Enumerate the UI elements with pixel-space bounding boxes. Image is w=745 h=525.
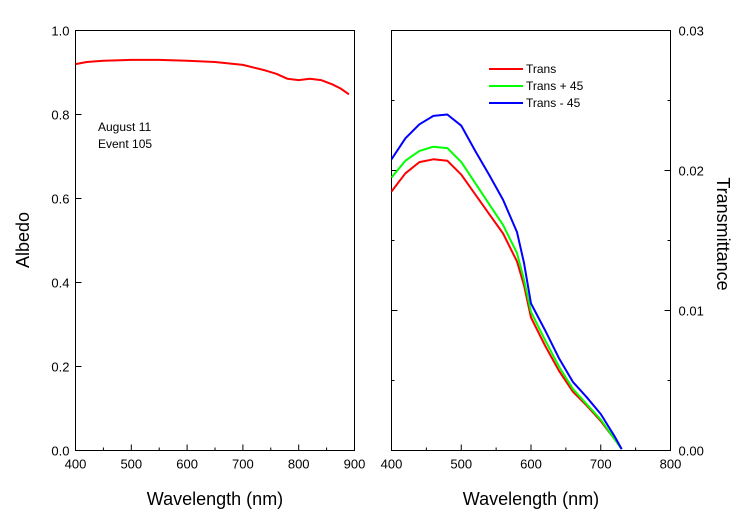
albedo-series-line	[75, 58, 350, 96]
albedo-y-tick-label: 0.6	[51, 192, 69, 207]
series-line-trans-minus-45	[390, 113, 623, 450]
albedo-x-tick-label: 800	[288, 457, 310, 472]
transmittance-y-tick-label: 0.03	[679, 24, 704, 39]
transmittance-x-tick-label: 800	[660, 457, 682, 472]
legend-label-trans: Trans	[526, 62, 556, 76]
legend: Trans Trans + 45 Trans - 45	[489, 62, 584, 110]
transmittance-x-tick-label: 700	[590, 457, 612, 472]
transmittance-x-tick-label: 500	[450, 457, 472, 472]
series-line-trans-plus-45	[390, 145, 623, 450]
transmittance-y-tick-label: 0.02	[679, 164, 704, 179]
albedo-x-tick-label: 400	[65, 457, 87, 472]
albedo-x-tick-label: 700	[232, 457, 254, 472]
albedo-y-tick-label: 1.0	[51, 24, 69, 39]
transmittance-x-tick-label: 400	[381, 457, 403, 472]
legend-label-trans-plus-45: Trans + 45	[526, 79, 584, 93]
albedo-y-tick-label: 0.0	[51, 444, 69, 459]
albedo-y-tick-label: 0.4	[51, 276, 69, 291]
albedo-y-tick-label: 0.2	[51, 360, 69, 375]
legend-label-trans-minus-45: Trans - 45	[526, 96, 581, 110]
albedo-x-tick-label: 500	[120, 457, 142, 472]
albedo-plot-frame	[75, 30, 355, 451]
annotation-line-2: Event 105	[98, 137, 152, 151]
albedo-x-tick-label: 600	[176, 457, 198, 472]
annotation-line-1: August 11	[98, 120, 151, 134]
albedo-y-tick-label: 0.8	[51, 108, 69, 123]
transmittance-y-tick-label: 0.01	[679, 304, 704, 319]
transmittance-plot-frame	[391, 30, 671, 451]
transmittance-x-tick-label: 600	[520, 457, 542, 472]
albedo-y-axis-title: Albedo	[13, 212, 33, 268]
albedo-series	[75, 58, 350, 96]
albedo-x-tick-label: 900	[344, 457, 366, 472]
albedo-ticks: 400 500 600 700 800 900 0.0 0.2 0.4 0.6 0.8 1.0	[51, 24, 365, 472]
albedo-x-axis-title: Wavelength (nm)	[147, 489, 283, 509]
transmittance-x-axis-title: Wavelength (nm)	[463, 489, 599, 509]
transmittance-series	[390, 113, 623, 450]
transmittance-y-axis-title: Transmittance	[713, 177, 733, 290]
transmittance-y-tick-label: 0.00	[679, 444, 704, 459]
albedo-panel: 400 500 600 700 800 900 0.0 0.2 0.4 0.6 0.8 1.0 Aug…	[13, 24, 365, 510]
